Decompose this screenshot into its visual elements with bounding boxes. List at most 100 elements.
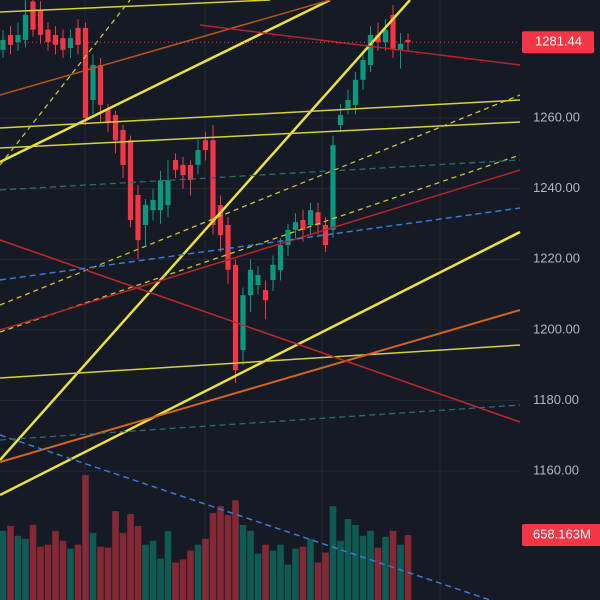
volume-bar <box>382 536 389 600</box>
candle-body <box>75 27 81 45</box>
volume-bar <box>67 548 74 600</box>
volume-bar <box>299 546 307 600</box>
volume-bar <box>202 538 209 600</box>
candle-body <box>300 220 306 230</box>
volume-bar <box>59 540 67 600</box>
volume-bar <box>262 544 269 600</box>
candle-body <box>360 60 366 80</box>
candle-body <box>142 204 149 225</box>
volume-bar <box>104 547 112 600</box>
volume-bar <box>292 548 299 600</box>
volume-bar <box>149 540 157 600</box>
volume-bar <box>37 546 44 600</box>
trend-line <box>0 309 521 463</box>
volume-bar <box>89 532 97 600</box>
volume-bar <box>142 544 149 600</box>
volume-bar <box>224 515 232 600</box>
volume-bar <box>134 525 142 600</box>
trend-line <box>0 0 331 164</box>
candle-body <box>97 64 104 105</box>
trend-line <box>0 230 521 497</box>
volume-bar <box>127 514 134 600</box>
volume-bar <box>14 535 22 600</box>
candle-body <box>180 164 186 176</box>
volume-bar <box>52 530 59 600</box>
trend-line <box>0 434 491 600</box>
trend-line <box>0 169 521 331</box>
volume-bar <box>0 530 7 600</box>
candle-body <box>292 222 299 230</box>
candle-body <box>262 289 269 301</box>
y-tick-label: 1240.00 <box>533 180 580 195</box>
candle-body <box>270 264 276 281</box>
candle-body <box>277 245 284 271</box>
candle-body <box>255 275 261 285</box>
last-price-box <box>522 31 594 54</box>
volume-bar <box>217 506 224 600</box>
volume-bar <box>337 540 344 600</box>
candle-body <box>52 34 59 45</box>
volume-bar <box>187 550 194 600</box>
candle-body <box>22 14 29 40</box>
volume-bar <box>307 538 314 600</box>
y-tick-label: 1200.00 <box>533 321 580 336</box>
volume-bar <box>194 544 202 600</box>
candle-body <box>375 34 381 43</box>
candle-body <box>90 64 96 100</box>
candle-body <box>390 14 396 50</box>
candle-body <box>150 199 156 211</box>
trend-line <box>0 239 521 423</box>
candle-body <box>322 224 329 246</box>
marks <box>0 0 412 600</box>
candle-body <box>210 140 216 225</box>
volume-bar <box>329 506 337 600</box>
volume-bar <box>164 530 172 600</box>
volume-bar <box>397 544 404 600</box>
y-tick-label: 1260.00 <box>533 109 580 124</box>
volume-bar <box>239 524 247 600</box>
candle-body <box>45 29 51 43</box>
trend-line <box>0 0 331 96</box>
candle-body <box>112 115 119 141</box>
candle-body <box>405 39 411 43</box>
volume-bar <box>344 519 352 600</box>
trend-line <box>0 99 521 129</box>
volume-bar <box>44 544 52 600</box>
candle-body <box>105 109 111 122</box>
volume-bar <box>322 552 329 600</box>
trend-line <box>0 344 521 379</box>
volume-bar <box>172 562 179 600</box>
volume-bar <box>209 513 217 600</box>
candle-body <box>7 34 14 45</box>
candle-body <box>120 129 126 165</box>
volume-bar <box>112 511 119 600</box>
y-tick-label: 1180.00 <box>533 392 579 407</box>
candle-body <box>127 140 134 221</box>
volume-bar <box>389 530 397 600</box>
candle-body <box>240 295 246 350</box>
volume-bar <box>179 559 187 600</box>
trend-line <box>0 207 521 281</box>
candle-body <box>307 210 314 225</box>
trend-lines <box>0 0 521 600</box>
volume-bar <box>314 562 322 600</box>
candle-body <box>195 150 201 165</box>
trend-line <box>0 0 271 13</box>
candle-body <box>135 194 141 241</box>
volume-bar <box>247 530 254 600</box>
candle-body <box>0 39 6 50</box>
volume-bar <box>352 524 359 600</box>
trend-line <box>0 121 521 149</box>
volume-bar <box>269 550 277 600</box>
volume-bar <box>29 524 37 600</box>
volume-bar <box>82 475 89 600</box>
candle-body <box>82 27 89 118</box>
candle-body <box>217 205 224 236</box>
candle-body <box>337 115 344 126</box>
candle-body <box>37 10 44 35</box>
volume-bar <box>74 544 82 600</box>
candle-body <box>172 159 179 170</box>
y-tick-label: 1220.00 <box>533 251 580 266</box>
volume-bar <box>254 553 262 600</box>
